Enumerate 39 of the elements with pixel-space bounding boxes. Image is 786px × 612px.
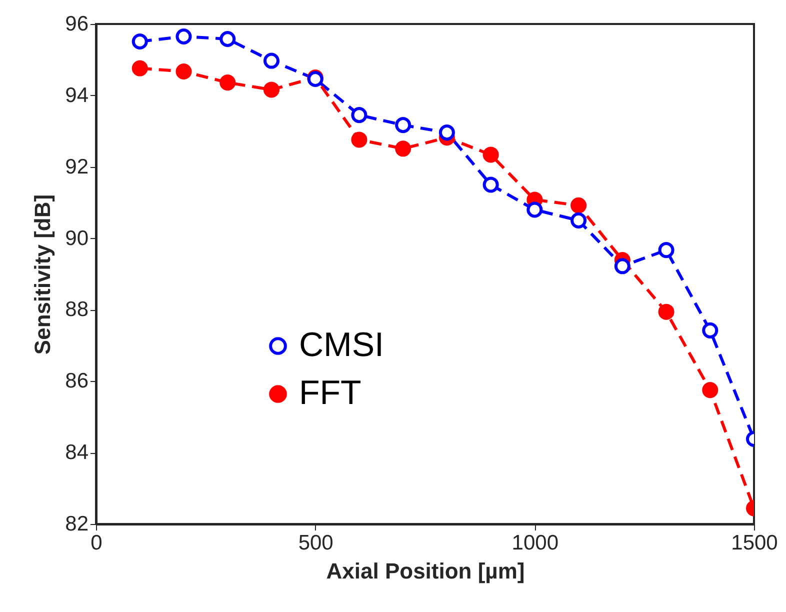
point (570, 212, 587, 228)
point (395, 140, 412, 157)
point (482, 176, 499, 193)
point (702, 322, 718, 338)
y-tick-label: 82 (65, 512, 88, 536)
point (351, 132, 368, 148)
y-tick-label: 88 (65, 298, 88, 322)
y-tick-label: 92 (65, 155, 88, 178)
y-tick-label: 86 (65, 370, 88, 393)
point (702, 382, 718, 398)
point (263, 52, 280, 69)
point (351, 107, 368, 124)
point (220, 74, 236, 91)
point (220, 30, 236, 48)
x-tick-label: 1500 (731, 532, 778, 554)
x-axis-title: Axial Position [µm] (326, 558, 525, 584)
point (570, 197, 587, 214)
legend-label: CMSI (299, 326, 384, 364)
legend-label: FFT (299, 374, 362, 412)
point (658, 304, 674, 320)
point (132, 60, 148, 76)
point (526, 202, 543, 218)
y-tick-label: 90 (65, 226, 88, 250)
x-tick-label: 0 (90, 532, 102, 554)
x-tick-label: 500 (298, 532, 334, 554)
x-tick-label: 1000 (512, 532, 559, 554)
point (176, 63, 192, 80)
y-axis-title: Sensitivity [dB] (30, 194, 56, 355)
y-tick-label: 96 (65, 12, 88, 36)
point (263, 82, 280, 98)
y-tick-label: 84 (65, 441, 89, 464)
point (176, 28, 192, 45)
point (395, 117, 412, 134)
point (614, 258, 630, 274)
point (132, 33, 148, 50)
point (482, 146, 499, 163)
point (658, 242, 674, 258)
y-tick-label: 94 (65, 84, 89, 107)
point (438, 124, 455, 141)
